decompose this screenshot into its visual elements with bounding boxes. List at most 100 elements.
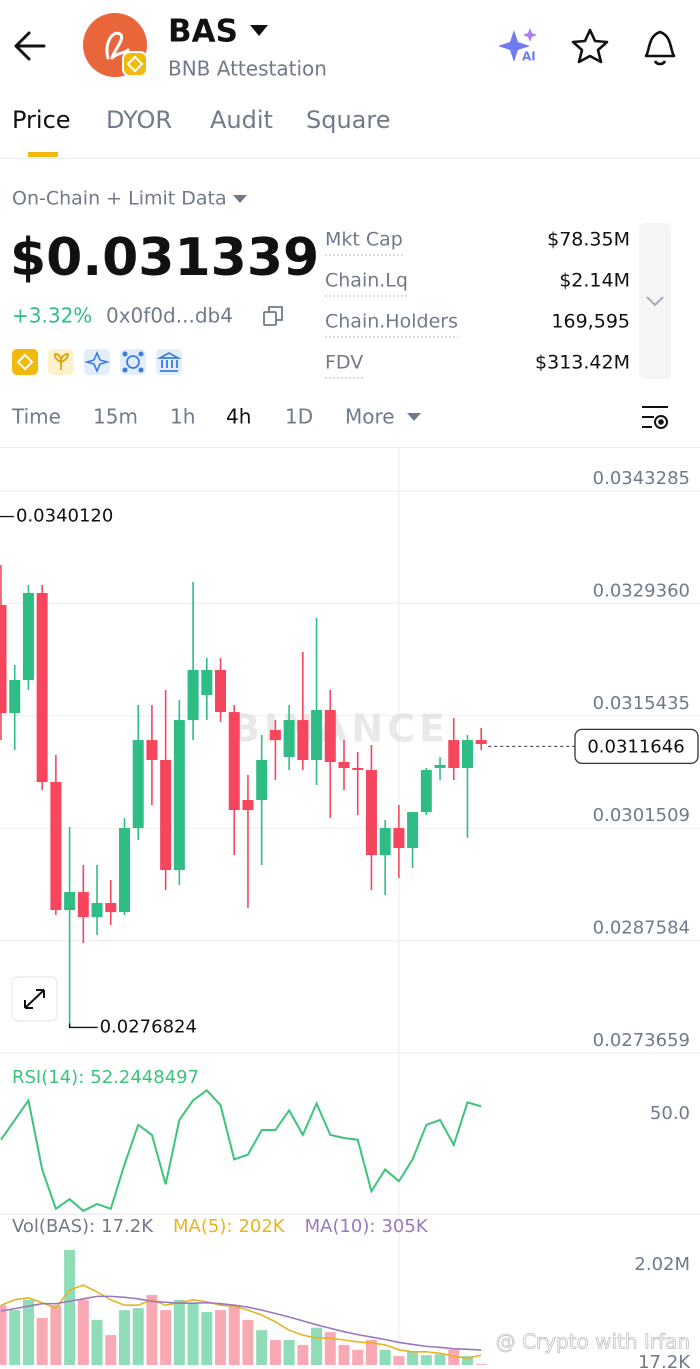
candle-body	[297, 720, 309, 760]
volume-bar	[379, 1349, 391, 1365]
candle-body	[475, 740, 487, 745]
candle-body	[365, 770, 377, 855]
ma10-name: MA(10):	[305, 1216, 376, 1237]
volume-bar	[91, 1319, 103, 1365]
candle-body	[283, 720, 295, 758]
volume-ma10-line	[0, 1295, 482, 1351]
candle-body	[434, 764, 446, 768]
volume-name: Vol(BAS):	[12, 1216, 95, 1237]
fullscreen-button[interactable]	[11, 976, 58, 1022]
contract-address: 0x0f0d...db4	[106, 304, 233, 328]
expand-chevron	[646, 296, 664, 307]
volume-bar	[461, 1356, 473, 1365]
ai-button[interactable]: AI	[498, 28, 537, 64]
rsi-name: RSI(14):	[12, 1067, 84, 1088]
volume-bar	[215, 1310, 227, 1365]
tab[interactable]: Audit	[210, 106, 273, 134]
volume-current: 17.2K	[101, 1216, 154, 1237]
candle-body	[420, 770, 432, 813]
token-logo	[83, 13, 148, 77]
footer-watermark: @ Crypto with Irfan	[496, 1330, 690, 1354]
volume-bar	[36, 1317, 48, 1365]
volume-bar	[173, 1299, 185, 1365]
volume-bar	[420, 1355, 432, 1365]
stat-label: Chain.Lq	[325, 270, 408, 292]
volume-bar	[0, 1305, 7, 1365]
candle-body	[407, 812, 419, 849]
volume-bar	[324, 1332, 336, 1365]
volume-bar	[269, 1340, 281, 1365]
candle-body	[9, 680, 21, 714]
volume-bar	[297, 1344, 309, 1365]
token-dropdown[interactable]	[250, 25, 268, 36]
stat-label: Mkt Cap	[325, 229, 403, 251]
price-axis-label: 0.0273659	[593, 1030, 690, 1051]
rsi-value: 52.2448497	[90, 1067, 199, 1088]
candle-body	[242, 800, 254, 811]
timeframe[interactable]: 1D	[285, 405, 313, 429]
volume-bar	[160, 1310, 172, 1365]
timeframe[interactable]: 1h	[170, 405, 195, 429]
candle-body	[269, 730, 281, 741]
token-name: BNB Attestation	[168, 57, 327, 81]
more-dropdown[interactable]	[407, 413, 421, 421]
volume-bar	[64, 1249, 76, 1365]
volume-axis-label: 2.02M	[634, 1254, 690, 1275]
price-axis-label: 0.0329360	[593, 580, 690, 601]
price-axis-label: 0.0315435	[593, 693, 690, 714]
volume-bar	[434, 1354, 446, 1365]
stat-value: $313.42M	[535, 352, 630, 374]
chart: 0.0343285 0.0329360 0.0315435 0.0301509 0.02…	[0, 468, 700, 1369]
candle-body	[393, 828, 405, 849]
svg-text:AI: AI	[522, 50, 536, 64]
active-tab-indicator	[28, 152, 58, 157]
tab[interactable]: DYOR	[106, 106, 172, 134]
back-button[interactable]	[14, 31, 46, 61]
timeframe[interactable]: 15m	[93, 405, 138, 429]
volume-bar	[9, 1310, 21, 1365]
tab[interactable]: Square	[306, 106, 391, 134]
volume-bar	[118, 1310, 130, 1365]
stats: Mkt Cap $78.35M Chain.Lq $2.14M Chain.Holder…	[325, 229, 630, 379]
price-axis-label: 0.0287584	[593, 918, 690, 939]
stat-value: $2.14M	[559, 270, 630, 292]
rsi-axis-label: 50.0	[650, 1103, 690, 1124]
volume-bar	[146, 1294, 158, 1365]
volume-bar	[256, 1330, 268, 1365]
expand-stats-button[interactable]	[639, 223, 671, 379]
candle-body	[352, 767, 364, 771]
timeframe[interactable]: 4h	[226, 405, 251, 429]
candle-body	[379, 828, 391, 855]
data-source-dropdown[interactable]	[233, 195, 247, 203]
timeframe[interactable]: More	[345, 405, 395, 429]
candle-body	[118, 828, 130, 913]
ma10-current: 305K	[381, 1216, 428, 1237]
candle-body	[91, 903, 103, 918]
candle-body	[256, 759, 268, 801]
copy-button[interactable]	[263, 306, 283, 326]
alert-button[interactable]	[644, 30, 676, 66]
stat-value: $78.35M	[547, 229, 630, 251]
timeframe[interactable]: Time	[11, 405, 61, 429]
volume-axis-label: 17.2K	[638, 1352, 691, 1369]
data-source-selector[interactable]: On-Chain + Limit Data	[12, 188, 227, 210]
last-price-box	[574, 728, 699, 765]
stat-value: 169,595	[551, 311, 630, 333]
candle-body	[132, 740, 144, 829]
volume-bar	[242, 1319, 254, 1365]
candle-body	[50, 782, 62, 911]
candle-body	[338, 762, 350, 768]
favorite-button[interactable]	[571, 28, 609, 64]
volume-bar	[22, 1299, 34, 1365]
high-label: 0.0340120	[16, 506, 113, 527]
candle-body	[311, 710, 323, 760]
low-label: 0.0276824	[100, 1016, 197, 1037]
candle-body	[36, 592, 48, 783]
candle-body	[64, 892, 76, 911]
tab[interactable]: Price	[12, 106, 71, 134]
chart-settings-button[interactable]	[642, 406, 668, 429]
price-change: +3.32%	[12, 304, 92, 328]
volume-bar	[393, 1356, 405, 1365]
rsi-line	[0, 1088, 482, 1213]
